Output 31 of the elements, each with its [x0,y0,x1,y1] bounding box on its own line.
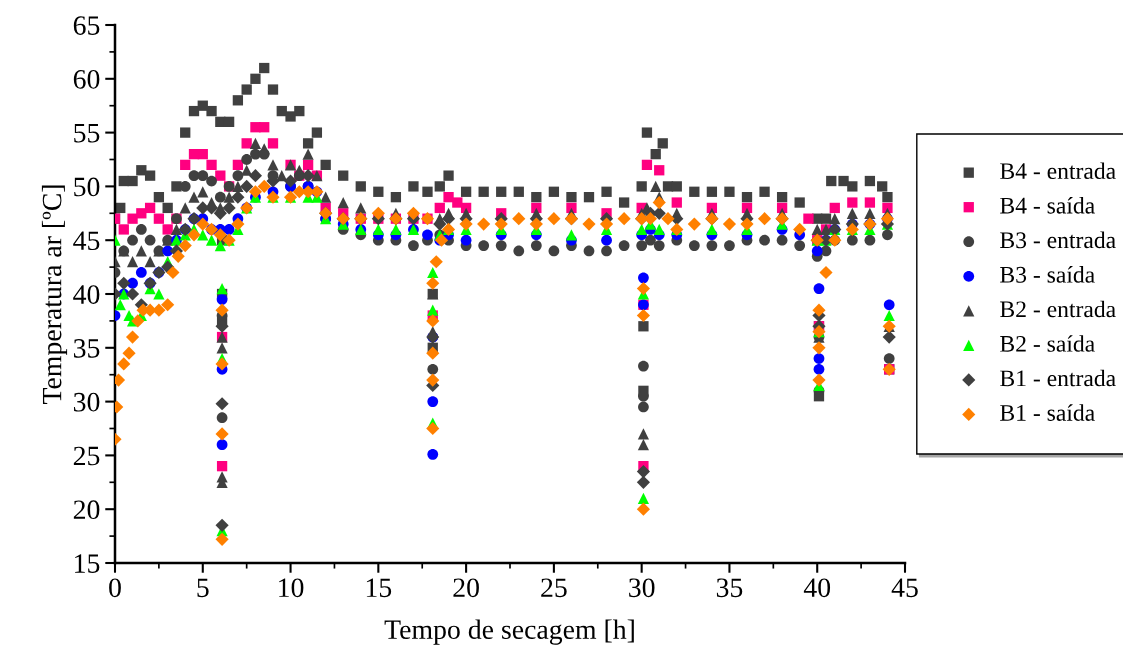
x-tick-label: 0 [109,578,121,598]
legend-label: B3 - saída [1000,266,1095,283]
x-tick-label: 40 [803,578,831,598]
y-tick-label: 65 [73,16,100,35]
legend-label: B3 - entrada [1000,231,1116,249]
y-tick-label: 50 [74,177,100,197]
legend-label: B4 - entrada [1000,162,1116,180]
legend-label: B1 - saída [1000,404,1095,421]
x-tick-label: 25 [541,578,567,598]
legend-label: B4 - saída [1000,196,1095,214]
y-tick-label: 55 [74,124,100,143]
x-tick-label: 10 [279,578,304,598]
x-tick-label: 20 [453,578,479,598]
y-tick-label: 35 [73,339,100,358]
legend-label: B2 - saída [1000,335,1095,352]
y-axis-title: Temperatura ar [ºC] [41,185,68,405]
legend-label: B2 - entrada [1000,300,1116,318]
y-tick-label: 15 [75,554,100,573]
x-tick-label: 15 [366,578,392,598]
y-tick-label: 30 [73,392,100,412]
x-axis-title: Tempo de secagem [h] [384,619,634,645]
y-tick-label: 25 [73,446,100,466]
y-tick-label: 45 [73,231,100,251]
x-tick-label: 45 [891,578,918,598]
x-tick-label: 5 [197,578,209,598]
x-tick-label: 30 [629,578,655,598]
x-tick-label: 35 [716,578,743,598]
y-tick-label: 40 [73,285,100,304]
y-tick-label: 60 [73,69,100,89]
y-tick-label: 20 [73,500,100,520]
legend-label: B1 - entrada [1000,369,1116,387]
